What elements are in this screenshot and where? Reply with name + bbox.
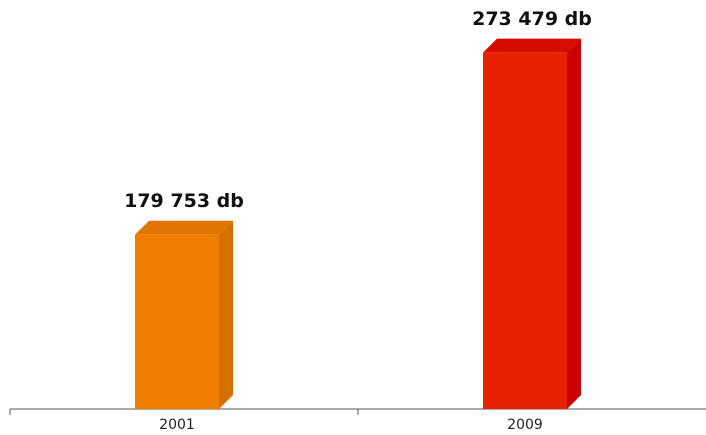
bar-side: [567, 38, 581, 410]
bar-top: [483, 38, 581, 53]
x-tick-label: 2009: [507, 417, 543, 433]
bar-side: [219, 220, 233, 409]
value-label: 273 479 db: [472, 8, 592, 30]
bar: [135, 234, 219, 409]
bar-top: [135, 220, 233, 235]
x-tick-label: 2001: [159, 417, 195, 433]
value-label: 179 753 db: [124, 190, 244, 212]
bar: [483, 52, 567, 410]
